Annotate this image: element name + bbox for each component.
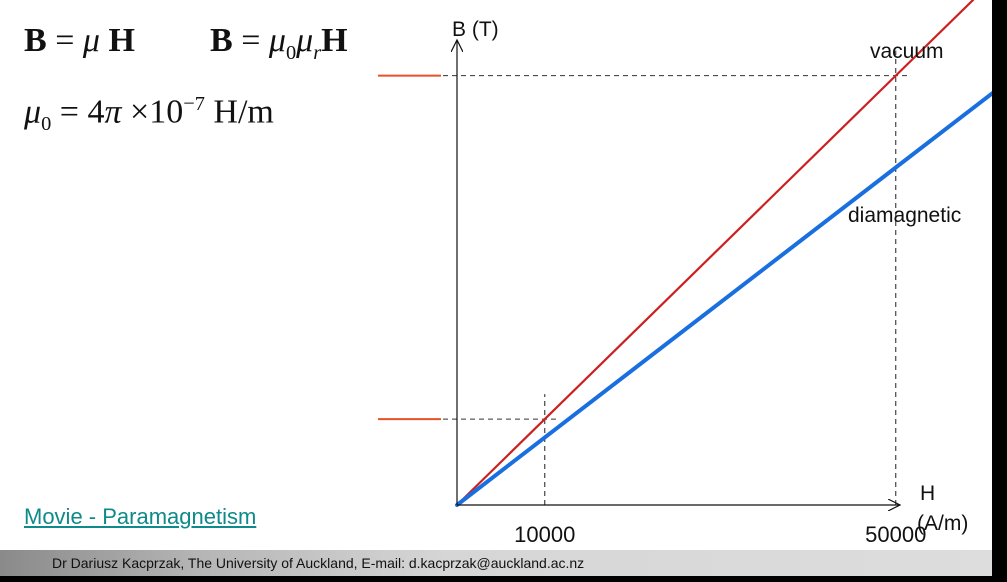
x-tick-labels: 10000 50000 <box>514 522 926 547</box>
slide: B = μ H B = μ0μrH μ0 = 4π ×10−7 H/m B (T… <box>0 0 992 550</box>
formula-symbol-pi: π <box>104 93 122 131</box>
series-label-diamagnetic: diamagnetic <box>848 204 961 227</box>
formula-subscript-0: 0 <box>41 113 52 136</box>
formula-symbol-b: B <box>24 22 47 59</box>
formula-symbol-mu: μ <box>268 22 286 59</box>
formula-symbol-mu: μ <box>82 22 100 59</box>
formula-subscript-r: r <box>313 41 322 64</box>
formula-times-ten: ×10 <box>121 93 184 131</box>
b-h-chart: B (T) H (A/m) 10000 50000 vacuum diamagnet… <box>378 0 992 547</box>
series-line-diamagnetic <box>455 90 992 507</box>
x-axis-unit-label: (A/m) <box>917 512 968 535</box>
formula-symbol-mu: μ <box>296 22 314 59</box>
guide-lines <box>443 50 910 505</box>
movie-paramagnetism-link[interactable]: Movie - Paramagnetism <box>24 504 257 529</box>
formula-exponent: −7 <box>183 93 205 115</box>
formula-symbol-mu: μ <box>24 93 42 131</box>
formula-unit: H/m <box>204 93 274 131</box>
y-axis-label: B (T) <box>452 18 499 41</box>
x-tick-label: 50000 <box>865 522 926 547</box>
formula-symbol-h: H <box>321 22 348 59</box>
x-tick-label: 10000 <box>514 522 575 547</box>
footer-credit: Dr Dariusz Kacprzak, The University of A… <box>52 555 585 571</box>
formula-mu0-definition: μ0 = 4π ×10−7 H/m <box>24 94 274 135</box>
formula-subscript-0: 0 <box>285 41 297 64</box>
value-markers <box>378 74 441 421</box>
formula-b-mu-h: B = μ H <box>24 24 135 58</box>
series-label-vacuum: vacuum <box>870 40 944 63</box>
formula-b-mu0-mur-h: B = μ0μrH <box>210 24 348 63</box>
formula-symbol-h: H <box>99 22 135 59</box>
footer-bar: Dr Dariusz Kacprzak, The University of A… <box>0 550 992 576</box>
formula-equals: = <box>46 22 83 59</box>
series-line-vacuum <box>455 0 975 507</box>
formula-equals: = <box>232 22 269 59</box>
formula-symbol-b: B <box>210 22 233 59</box>
x-axis-label: H <box>920 482 935 505</box>
formula-equals-four: = 4 <box>51 93 105 131</box>
series-labels: vacuum diamagnetic <box>848 40 961 227</box>
series-lines <box>455 0 992 507</box>
